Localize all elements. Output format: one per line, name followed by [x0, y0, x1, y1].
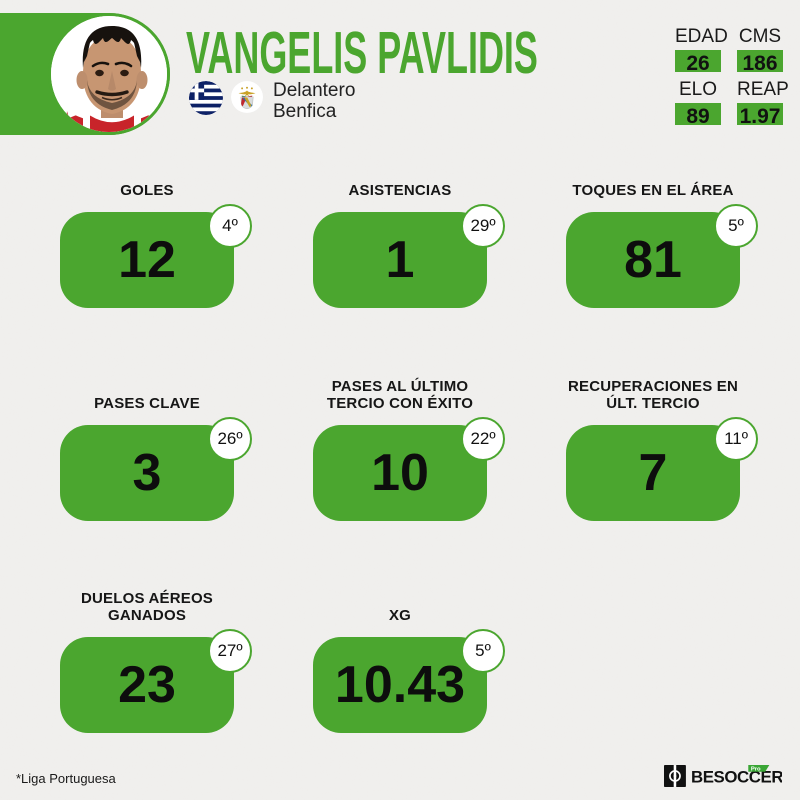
svg-text:Pro: Pro: [751, 767, 761, 773]
svg-text:BESOCCER: BESOCCER: [691, 768, 782, 787]
